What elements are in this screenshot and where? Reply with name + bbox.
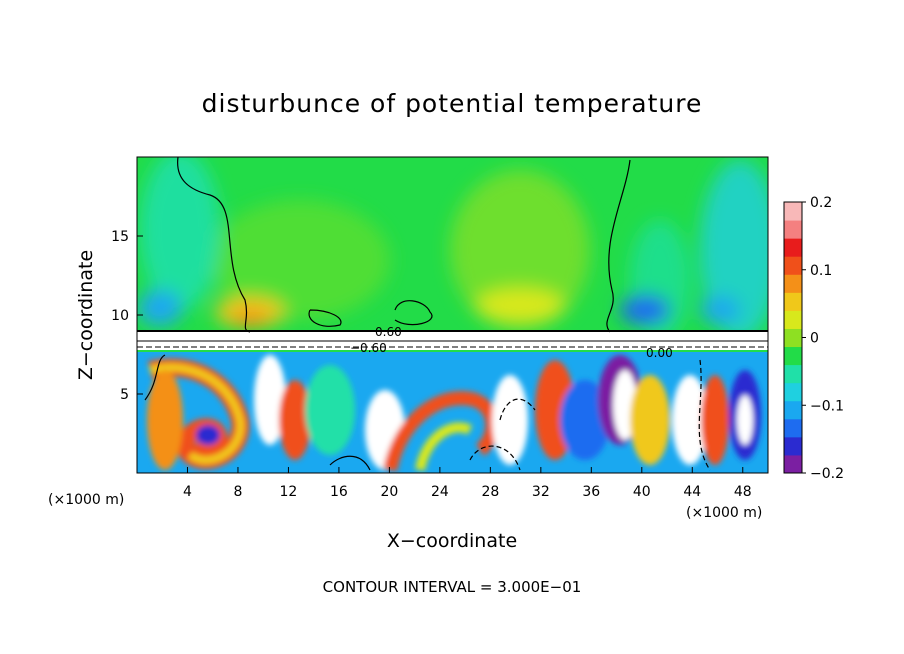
- x-tick-label: 4: [183, 484, 192, 500]
- x-tick-label: 16: [330, 484, 348, 500]
- colorbar-swatch: [784, 418, 802, 438]
- colorbar-swatch: [784, 400, 802, 420]
- colorbar-swatch: [784, 220, 802, 239]
- x-tick-label: 12: [280, 484, 298, 500]
- x-tick-label: 32: [532, 484, 550, 500]
- colorbar-ticks: 0.2 0.1 0 −0.1 −0.2: [802, 195, 844, 482]
- y-tick-label: 15: [111, 229, 129, 245]
- colorbar-swatch: [784, 328, 802, 348]
- colorbar-swatch: [784, 364, 802, 384]
- y-tick-label: 10: [111, 308, 129, 324]
- x-axis-label: X−coordinate: [387, 530, 517, 552]
- contour-label: 0.00: [646, 346, 673, 360]
- y-tick-label: 5: [120, 387, 129, 403]
- contour-interval-note: CONTOUR INTERVAL = 3.000E−01: [323, 578, 582, 596]
- colorbar-swatch: [784, 310, 802, 329]
- colorbar-swatch: [784, 274, 802, 293]
- x-unit-label-left: (×1000 m): [48, 492, 124, 508]
- colorbar-tick-label: −0.2: [810, 466, 844, 482]
- colorbar-swatch: [784, 454, 802, 474]
- x-tick-label: 36: [582, 484, 600, 500]
- colorbar: [783, 201, 803, 474]
- x-tick-label: 44: [683, 484, 701, 500]
- x-tick-label: 20: [380, 484, 398, 500]
- colorbar-tick-label: 0.1: [810, 263, 832, 279]
- x-tick-label: 40: [633, 484, 651, 500]
- colorbar-swatch: [784, 202, 802, 221]
- colorbar-tick-label: −0.1: [810, 398, 844, 414]
- colorbar-swatch: [784, 436, 802, 456]
- colorbar-tick-label: 0: [810, 331, 819, 347]
- x-tick-label: 24: [431, 484, 449, 500]
- x-tick-label: 28: [481, 484, 499, 500]
- contour-label: 0.60: [375, 325, 402, 339]
- contour-labels: 0.60 −0.60 0.00: [350, 325, 673, 360]
- colorbar-swatch: [784, 346, 802, 366]
- chart-title: disturbunce of potential temperature: [202, 89, 703, 118]
- contour-label: −0.60: [350, 341, 387, 355]
- y-axis-ticks: 5 10 15: [111, 229, 143, 403]
- heatmap-field: [137, 157, 768, 473]
- x-tick-label: 8: [233, 484, 242, 500]
- x-tick-label: 48: [734, 484, 752, 500]
- y-axis-label: Z−coordinate: [75, 250, 97, 380]
- colorbar-swatch: [784, 292, 802, 311]
- x-axis-ticks: 4 8 12 16 20 24 28 32 36 40 44 48: [183, 467, 752, 500]
- colorbar-swatch: [784, 382, 802, 402]
- colorbar-tick-label: 0.2: [810, 195, 832, 211]
- colorbar-swatch: [784, 238, 802, 257]
- x-unit-label-right: (×1000 m): [686, 505, 762, 521]
- colorbar-swatch: [784, 256, 802, 275]
